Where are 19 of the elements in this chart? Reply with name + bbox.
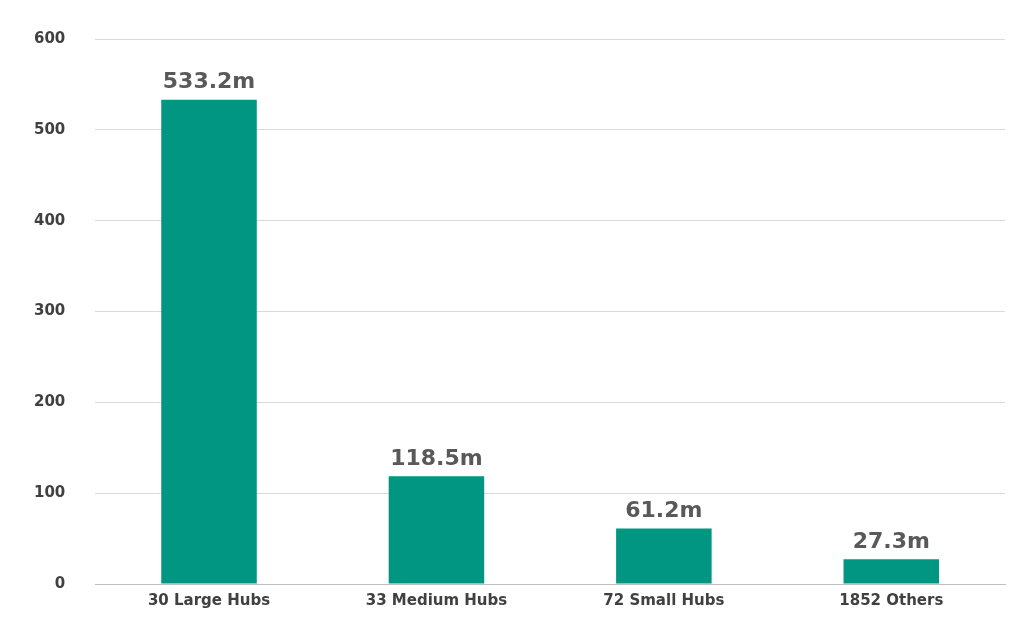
- y-tick-label: 400: [34, 210, 66, 229]
- bar: [161, 99, 257, 584]
- y-tick-label: 200: [34, 392, 66, 411]
- x-tick-label: 33 Medium Hubs: [365, 590, 508, 609]
- data-label: 118.5m: [390, 445, 483, 471]
- bar: [388, 476, 485, 584]
- bar: [616, 528, 712, 584]
- y-tick-label: 600: [34, 28, 66, 47]
- y-tick-label: 500: [34, 119, 66, 138]
- data-label: 27.3m: [852, 527, 930, 553]
- data-label: 533.2m: [162, 68, 256, 94]
- x-tick-label: 72 Small Hubs: [603, 590, 725, 609]
- y-tick-label: 300: [34, 301, 66, 320]
- x-tick-label: 1852 Others: [839, 590, 944, 609]
- y-tick-label: 100: [34, 483, 66, 502]
- data-label: 61.2m: [625, 497, 703, 523]
- bar: [843, 559, 940, 584]
- x-tick-label: 30 Large Hubs: [147, 590, 271, 609]
- y-tick-label: 0: [54, 573, 66, 592]
